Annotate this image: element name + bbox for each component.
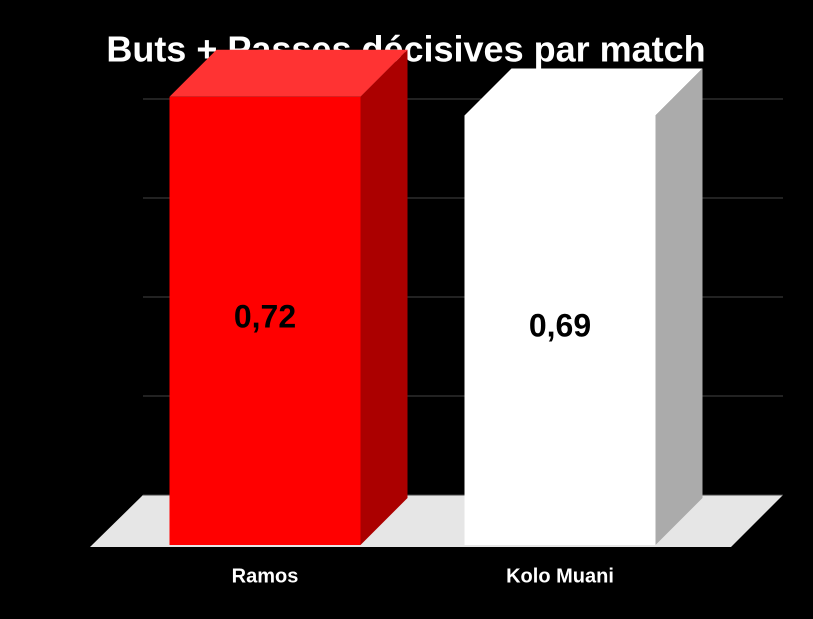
bar xyxy=(169,96,361,546)
bar-top xyxy=(464,68,703,116)
bar-side xyxy=(655,68,703,545)
x-tick-label: Ramos xyxy=(232,565,299,587)
bar xyxy=(464,115,656,545)
value-label: 0,72 xyxy=(234,298,296,334)
bar-side xyxy=(360,49,408,546)
x-tick-label: Kolo Muani xyxy=(506,565,614,587)
bar-top xyxy=(169,49,408,97)
value-label: 0,69 xyxy=(529,308,591,344)
